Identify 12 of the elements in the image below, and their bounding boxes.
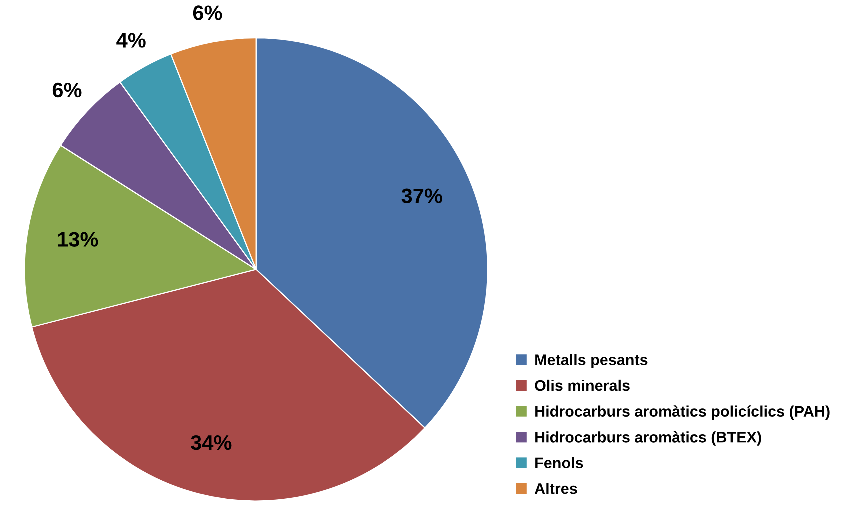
legend-label: Hidrocarburs aromàtics (BTEX) (536, 431, 762, 446)
legend-label: Olis minerals (535, 380, 630, 392)
data-label: 34% (191, 435, 232, 450)
data-label: 13% (58, 232, 98, 247)
data-label: 4% (116, 33, 146, 48)
data-label: 6% (193, 6, 222, 20)
legend-label: Altres (534, 483, 578, 494)
legend-label: Fenols (536, 457, 584, 469)
data-label: 37% (402, 188, 442, 204)
legend-label: Hidrocarburs aromàtics policíclics (PAH) (536, 406, 830, 420)
legend-label: Metalls pesants (536, 354, 648, 368)
data-label: 6% (52, 82, 82, 98)
